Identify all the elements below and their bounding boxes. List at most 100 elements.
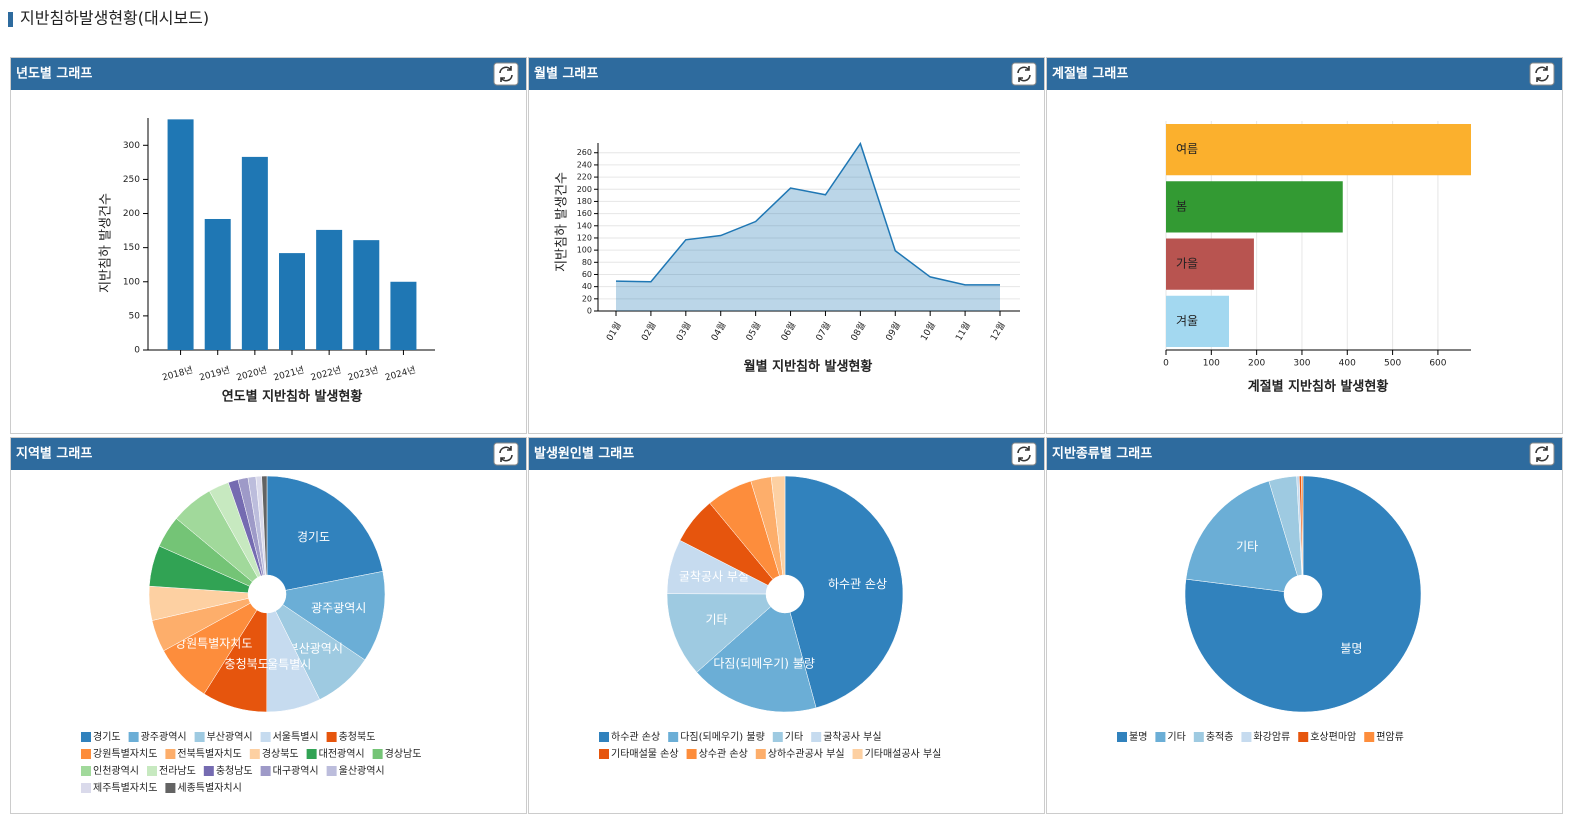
y-tick-label: 220 bbox=[577, 173, 592, 182]
refresh-button[interactable] bbox=[1011, 442, 1037, 466]
title-marker bbox=[8, 12, 13, 27]
y-tick-label: 80 bbox=[582, 258, 592, 267]
slice-label: 충청북도 bbox=[225, 657, 269, 671]
legend-swatch bbox=[81, 732, 91, 742]
legend-label: 하수관 손상 bbox=[611, 730, 660, 743]
y-tick-label: 60 bbox=[582, 270, 592, 279]
legend-swatch bbox=[599, 732, 609, 742]
legend-label: 전북특별자치도 bbox=[177, 748, 241, 760]
legend-label: 울산광역시 bbox=[339, 765, 385, 777]
y-tick-label: 140 bbox=[577, 221, 592, 230]
panel-header bbox=[1047, 58, 1562, 90]
bar-label: 겨울 bbox=[1176, 314, 1198, 328]
legend-label: 강원특별자치도 bbox=[93, 748, 157, 760]
legend-label: 화강암류 bbox=[1253, 731, 1290, 743]
legend-label: 기타매설공사 부실 bbox=[865, 748, 942, 760]
legend-swatch bbox=[372, 749, 383, 759]
legend-swatch bbox=[81, 749, 91, 759]
y-tick-label: 300 bbox=[123, 141, 140, 151]
refresh-icon bbox=[1535, 446, 1549, 462]
y-tick-label: 20 bbox=[582, 294, 592, 303]
legend-swatch bbox=[306, 749, 317, 759]
bar bbox=[167, 119, 194, 350]
slice-label: 기타 bbox=[1236, 539, 1258, 553]
legend-label: 기타매설물 손상 bbox=[611, 748, 679, 760]
refresh-icon bbox=[1017, 66, 1031, 82]
panel-header bbox=[529, 438, 1044, 470]
panel-title: 월별 그래프 bbox=[534, 66, 598, 82]
x-axis-label: 월별 지반침하 발생현황 bbox=[744, 359, 873, 375]
y-tick-label: 200 bbox=[577, 185, 592, 194]
legend-label: 경상북도 bbox=[262, 747, 299, 760]
y-axis-label: 지반침하 발생건수 bbox=[555, 172, 570, 272]
panel-title: 지역별 그래프 bbox=[16, 446, 92, 462]
bar bbox=[316, 229, 343, 350]
y-tick-label: 0 bbox=[134, 346, 140, 356]
bar bbox=[241, 156, 268, 350]
pie-slice bbox=[770, 475, 786, 576]
bar bbox=[204, 218, 231, 350]
y-tick-label: 200 bbox=[123, 209, 140, 219]
legend-swatch bbox=[165, 749, 176, 759]
panel-title: 계절별 그래프 bbox=[1052, 66, 1128, 82]
legend-label: 상수관 손상 bbox=[699, 748, 748, 760]
legend-swatch bbox=[147, 766, 157, 776]
legend-swatch bbox=[1155, 732, 1166, 742]
y-tick-label: 0 bbox=[587, 307, 592, 316]
pie-slice bbox=[1185, 480, 1298, 592]
legend-swatch bbox=[165, 783, 176, 793]
refresh-button[interactable] bbox=[1529, 62, 1555, 86]
legend-swatch bbox=[203, 766, 214, 776]
refresh-bg bbox=[1011, 442, 1037, 466]
panel bbox=[528, 57, 1045, 434]
panel bbox=[1046, 57, 1563, 434]
refresh-button[interactable] bbox=[1011, 62, 1037, 86]
y-axis-label: 지반침하 발생건수 bbox=[99, 193, 114, 293]
legend-label: 충청북도 bbox=[339, 731, 376, 743]
legend-swatch bbox=[326, 766, 337, 776]
refresh-bg bbox=[493, 442, 519, 466]
slice-label: 불명 bbox=[1340, 641, 1362, 655]
legend-label: 대전광역시 bbox=[319, 748, 365, 760]
legend-label: 부산광역시 bbox=[207, 731, 253, 743]
panel-header bbox=[11, 438, 526, 470]
y-tick-label: 40 bbox=[582, 282, 592, 291]
slice-label: 다짐(되메우기) 불량 bbox=[713, 657, 815, 671]
refresh-bg bbox=[1529, 62, 1555, 86]
legend-swatch bbox=[249, 749, 260, 759]
y-tick-label: 260 bbox=[577, 148, 592, 157]
legend-swatch bbox=[668, 732, 679, 742]
bar bbox=[1166, 295, 1229, 347]
refresh-button[interactable] bbox=[1529, 442, 1555, 466]
y-tick-label: 180 bbox=[577, 197, 592, 206]
x-tick-label: 0 bbox=[1163, 359, 1169, 369]
legend-label: 대구광역시 bbox=[273, 765, 319, 777]
legend-label: 상하수관공사 부실 bbox=[768, 747, 845, 760]
x-axis-label: 연도별 지반침하 발생현황 bbox=[222, 389, 363, 405]
panel-header bbox=[529, 58, 1044, 90]
x-tick-label: 300 bbox=[1293, 359, 1310, 369]
panel-title: 발생원인별 그래프 bbox=[534, 446, 634, 462]
slice-label: 굴착공사 부실 bbox=[679, 569, 749, 583]
slice-label: 서울특별시 bbox=[256, 658, 311, 672]
x-tick-label: 400 bbox=[1339, 359, 1356, 369]
bar bbox=[279, 253, 305, 350]
refresh-icon bbox=[499, 446, 513, 462]
panel-title: 년도별 그래프 bbox=[16, 66, 92, 82]
legend-swatch bbox=[1364, 732, 1375, 742]
y-tick-label: 50 bbox=[129, 311, 141, 321]
legend-swatch bbox=[81, 783, 91, 793]
pie-slice bbox=[1301, 475, 1304, 576]
legend-label: 경상남도 bbox=[385, 747, 422, 760]
legend-label: 제주특별자치도 bbox=[93, 782, 157, 794]
legend-label: 기타 bbox=[1167, 731, 1185, 743]
legend-swatch bbox=[755, 749, 766, 759]
panel bbox=[10, 57, 527, 434]
refresh-bg bbox=[493, 62, 519, 86]
refresh-button[interactable] bbox=[493, 442, 519, 466]
pie-slice bbox=[282, 571, 386, 661]
panel-title: 지반종류별 그래프 bbox=[1052, 446, 1152, 462]
refresh-button[interactable] bbox=[493, 62, 519, 86]
bar-label: 여름 bbox=[1176, 142, 1198, 156]
